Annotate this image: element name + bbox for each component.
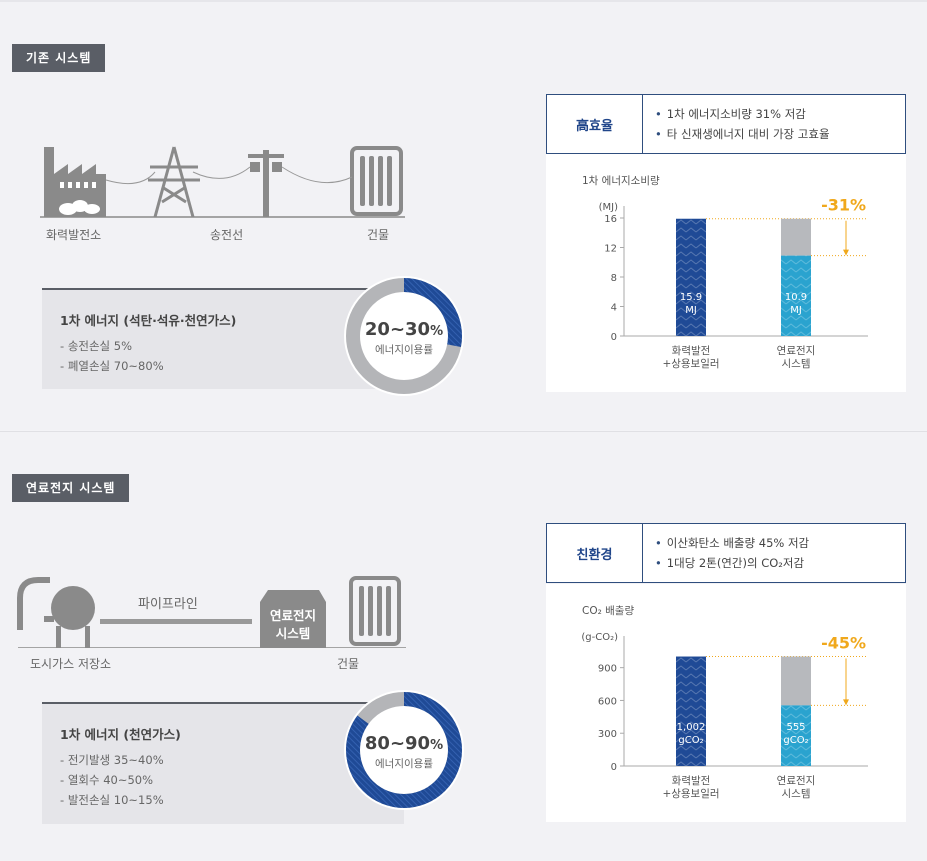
building-icon (350, 146, 403, 216)
bar-value-label: 555 gCO₂ (783, 722, 808, 746)
section-tag: 연료전지 시스템 (12, 474, 130, 502)
fuelcell-illustration (17, 576, 406, 648)
y-tick-label: 600 (598, 696, 617, 707)
y-tick-label: 16 (604, 214, 617, 225)
primary-energy-box: 1차 에너지 (천연가스) 전기발생 35~40% 열회수 40~50% 발전손… (42, 702, 404, 824)
usage-label: 에너지이용률 (375, 344, 433, 356)
usage-donut (344, 690, 464, 810)
y-tick-label: 4 (611, 303, 617, 314)
efficiency-item: 전기발생 35~40% (60, 750, 164, 770)
reduction-arrowhead (843, 699, 849, 706)
chart-title: CO₂ 배출량 (582, 605, 634, 617)
y-tick-label: 900 (598, 664, 617, 675)
bar-value-label: 10.9 MJ (785, 292, 807, 316)
y-unit-label: (g-CO₂) (581, 632, 618, 643)
label-fuel-cell: 연료전지 시스템 (269, 608, 316, 641)
bar-conventional (676, 656, 706, 766)
efficiency-heading: 高효율 (547, 95, 643, 153)
label-power-plant: 화력발전소 (46, 228, 102, 242)
label-pipeline: 파이프라인 (138, 597, 198, 612)
bar-value-label: 15.9 MJ (680, 292, 702, 316)
building-icon (349, 576, 401, 646)
bar-conventional (676, 218, 706, 336)
bar-value-label: 1,002 gCO₂ (677, 722, 706, 746)
info-item: 1차 에너지소비량 31% 저감 (655, 104, 830, 124)
y-tick-label: 12 (604, 244, 617, 255)
info-item: 1대당 2톤(연간)의 CO₂저감 (655, 553, 809, 573)
label-gas-storage: 도시가스 저장소 (30, 657, 112, 671)
eco-heading: 친환경 (547, 524, 643, 582)
bar-fuel-cell (781, 255, 811, 336)
fuel-cell-unit-icon (260, 590, 326, 648)
chart-title: 1차 에너지소비량 (582, 175, 660, 187)
utility-pole-icon (248, 150, 284, 217)
loss-item: 폐열손실 70~80% (60, 356, 164, 376)
info-item: 이산화탄소 배출량 45% 저감 (655, 533, 809, 553)
section-tag: 기존 시스템 (12, 44, 106, 72)
bar-reduction (781, 656, 811, 706)
category-label: 화력발전 +상용보일러 (662, 775, 719, 800)
y-tick-label: 300 (598, 729, 617, 740)
usage-percent: 80~90 (364, 733, 431, 754)
primary-energy-title: 1차 에너지 (석탄·석유·천연가스) (60, 313, 237, 328)
y-tick-label: 8 (611, 273, 617, 284)
loss-item: 송전손실 5% (60, 336, 164, 356)
label-building: 건물 (367, 228, 390, 242)
bar-fuel-cell (781, 705, 811, 766)
label-transmission-line: 송전선 (210, 228, 244, 242)
category-label: 연료전지 시스템 (777, 775, 816, 800)
usage-unit: % (430, 738, 444, 753)
usage-unit: % (430, 324, 444, 339)
y-tick-label: 0 (611, 762, 617, 773)
loss-list: 송전손실 5% 폐열손실 70~80% (60, 336, 164, 376)
energy-consumption-chart: 1차 에너지소비량 (MJ) 0 4 8 12 16 15.9 MJ 10.9 MJ 화력발전 +상용보… (546, 154, 906, 392)
pipeline-icon (100, 619, 252, 624)
efficiency-info-box: 高효율 1차 에너지소비량 31% 저감 타 신재생에너지 대비 가장 고효율 (546, 94, 906, 154)
power-plant-icon (44, 147, 106, 217)
co2-emission-chart: CO₂ 배출량 (g-CO₂) 0 300 600 900 1,002 gCO₂ 555 gCO₂… (546, 584, 906, 822)
reduction-label: -45% (821, 634, 866, 653)
category-label: 연료전지 시스템 (777, 345, 816, 370)
efficiency-list: 전기발생 35~40% 열회수 40~50% 발전손실 10~15% (60, 750, 164, 810)
fuelcell-system-section: 연료전지 시스템 파이프라인 연료전지 시스템 도시가스 저장소 건물 1차 에… (0, 431, 927, 861)
bar-reduction (781, 218, 811, 256)
y-unit-label: (MJ) (599, 202, 618, 213)
label-building: 건물 (337, 657, 360, 671)
power-grid-illustration (40, 146, 405, 218)
category-label: 화력발전 +상용보일러 (662, 345, 719, 370)
eco-info-box: 친환경 이산화탄소 배출량 45% 저감 1대당 2톤(연간)의 CO₂저감 (546, 523, 906, 583)
primary-energy-title: 1차 에너지 (천연가스) (60, 727, 181, 742)
gas-storage-tank-icon (17, 577, 95, 648)
usage-percent: 20~30 (364, 319, 431, 340)
existing-system-section: 기존 시스템 (0, 0, 927, 430)
y-tick-label: 0 (611, 332, 617, 343)
usage-donut (344, 276, 464, 396)
info-item: 타 신재생에너지 대비 가장 고효율 (655, 124, 830, 144)
reduction-arrowhead (843, 249, 849, 256)
usage-label: 에너지이용률 (375, 758, 433, 770)
transmission-tower-icon (148, 146, 200, 218)
efficiency-item: 발전손실 10~15% (60, 790, 164, 810)
reduction-label: -31% (821, 196, 866, 215)
efficiency-item: 열회수 40~50% (60, 770, 164, 790)
primary-energy-box: 1차 에너지 (석탄·석유·천연가스) 송전손실 5% 폐열손실 70~80% (42, 288, 404, 389)
